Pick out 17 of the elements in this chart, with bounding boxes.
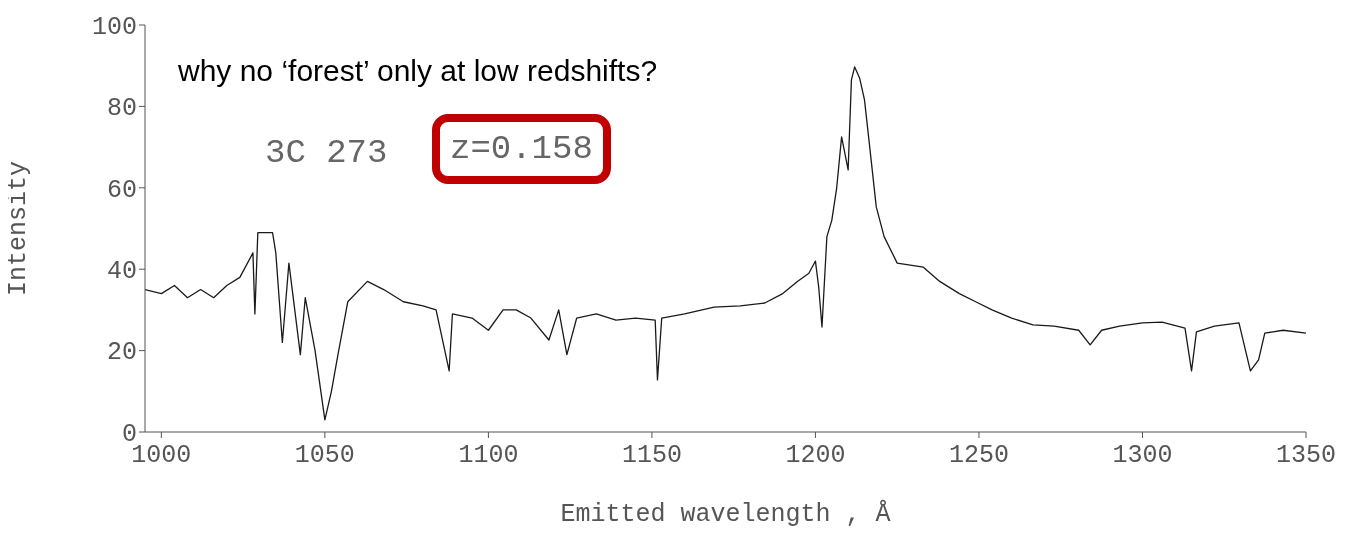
- y-tick-label: 60: [106, 175, 137, 205]
- x-tick-label: 1350: [1275, 440, 1337, 470]
- x-tick-label: 1050: [294, 440, 355, 470]
- x-tick-label: 1250: [948, 440, 1009, 470]
- y-tick-label: 80: [106, 94, 137, 124]
- y-tick-label: 40: [106, 257, 137, 287]
- annotation: 3C 273: [265, 134, 388, 172]
- annotation: z=0.158: [449, 130, 594, 168]
- y-tick-label: 100: [91, 12, 137, 42]
- x-tick-label: 1200: [785, 440, 846, 470]
- y-tick-label: 20: [106, 338, 137, 368]
- x-tick-label: 1100: [458, 440, 519, 470]
- x-tick-label: 1150: [621, 440, 682, 470]
- text: why no ‘forest’ only at low redshifts?: [178, 54, 658, 88]
- x-tick-label: 1300: [1112, 440, 1173, 470]
- x-tick-label: 1000: [131, 440, 192, 470]
- x-axis-title: Emitted wavelength , Å: [560, 499, 891, 529]
